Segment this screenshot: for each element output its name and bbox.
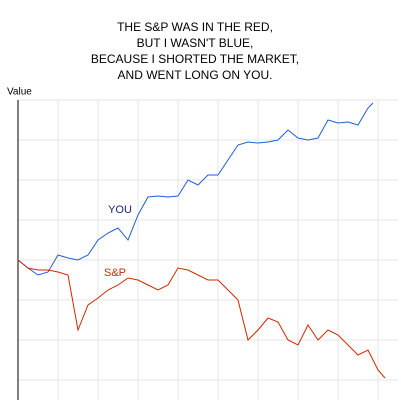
chart-title: BUT I WASN'T BLUE, bbox=[137, 36, 254, 50]
chart-title: THE S&P WAS IN THE RED, bbox=[117, 20, 273, 34]
series-line bbox=[17, 259, 386, 379]
chart-title: BECAUSE I SHORTED THE MARKET, bbox=[91, 52, 299, 66]
series-label: S&P bbox=[104, 267, 126, 279]
chart-title: AND WENT LONG ON YOU. bbox=[118, 68, 273, 82]
y-axis-label: Value bbox=[7, 87, 32, 98]
series-label: YOU bbox=[108, 204, 132, 216]
series-line bbox=[17, 102, 374, 276]
